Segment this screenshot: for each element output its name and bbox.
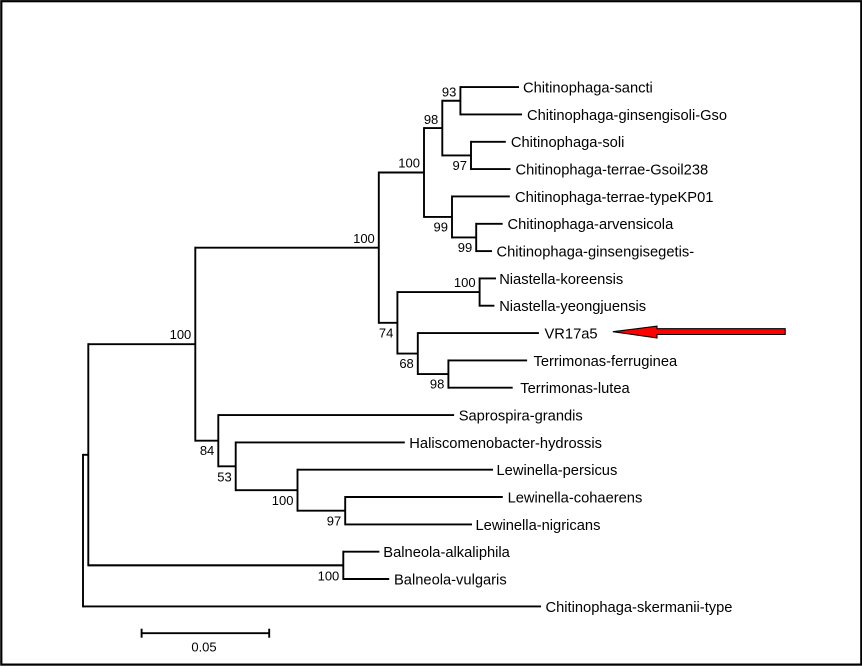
svg-text:100: 100: [170, 327, 192, 342]
svg-text:Saprospira-grandis: Saprospira-grandis: [459, 409, 583, 425]
svg-text:Chitinophaga-soli: Chitinophaga-soli: [511, 135, 625, 151]
svg-text:100: 100: [318, 568, 340, 583]
svg-text:Chitinophaga-terrae-Gsoil238: Chitinophaga-terrae-Gsoil238: [516, 163, 709, 179]
svg-text:53: 53: [217, 469, 231, 484]
svg-text:99: 99: [458, 240, 472, 255]
svg-text:Chitinophaga-ginsengisoli-Gso: Chitinophaga-ginsengisoli-Gso: [527, 108, 727, 124]
svg-text:Chitinophaga-ginsengisegetis-: Chitinophaga-ginsengisegetis-: [497, 245, 695, 261]
svg-text:Niastella-yeongjuensis: Niastella-yeongjuensis: [499, 299, 646, 315]
svg-text:0.05: 0.05: [191, 640, 216, 655]
svg-text:Lewinella-persicus: Lewinella-persicus: [497, 463, 618, 479]
svg-text:100: 100: [398, 156, 420, 171]
svg-text:97: 97: [327, 514, 341, 529]
svg-text:Chitinophaga-arvensicola: Chitinophaga-arvensicola: [508, 217, 675, 233]
svg-text:100: 100: [353, 231, 375, 246]
svg-text:100: 100: [272, 493, 294, 508]
svg-text:99: 99: [434, 219, 448, 234]
svg-text:Terrimonas-lutea: Terrimonas-lutea: [520, 381, 630, 397]
svg-text:Lewinella-nigricans: Lewinella-nigricans: [476, 518, 601, 534]
svg-text:84: 84: [200, 443, 214, 458]
svg-text:68: 68: [399, 356, 413, 371]
svg-text:93: 93: [442, 84, 456, 99]
svg-text:Haliscomenobacter-hydrossis: Haliscomenobacter-hydrossis: [409, 436, 602, 452]
svg-text:Niastella-koreensis: Niastella-koreensis: [499, 272, 623, 288]
svg-text:Lewinella-cohaerens: Lewinella-cohaerens: [508, 490, 643, 506]
svg-text:Balneola-alkaliphila: Balneola-alkaliphila: [383, 545, 510, 561]
svg-text:98: 98: [424, 112, 438, 127]
svg-text:Balneola-vulgaris: Balneola-vulgaris: [394, 572, 507, 588]
svg-text:Chitinophaga-terrae-typeKP01: Chitinophaga-terrae-typeKP01: [515, 190, 713, 206]
svg-text:74: 74: [379, 325, 393, 340]
svg-text:97: 97: [453, 158, 467, 173]
svg-text:Chitinophaga-sancti: Chitinophaga-sancti: [523, 81, 653, 97]
svg-text:98: 98: [430, 377, 444, 392]
svg-text:Terrimonas-ferruginea: Terrimonas-ferruginea: [534, 354, 678, 370]
svg-text:Chitinophaga-skermanii-type: Chitinophaga-skermanii-type: [546, 600, 733, 616]
svg-text:VR17a5: VR17a5: [545, 327, 598, 343]
svg-text:100: 100: [454, 275, 476, 290]
